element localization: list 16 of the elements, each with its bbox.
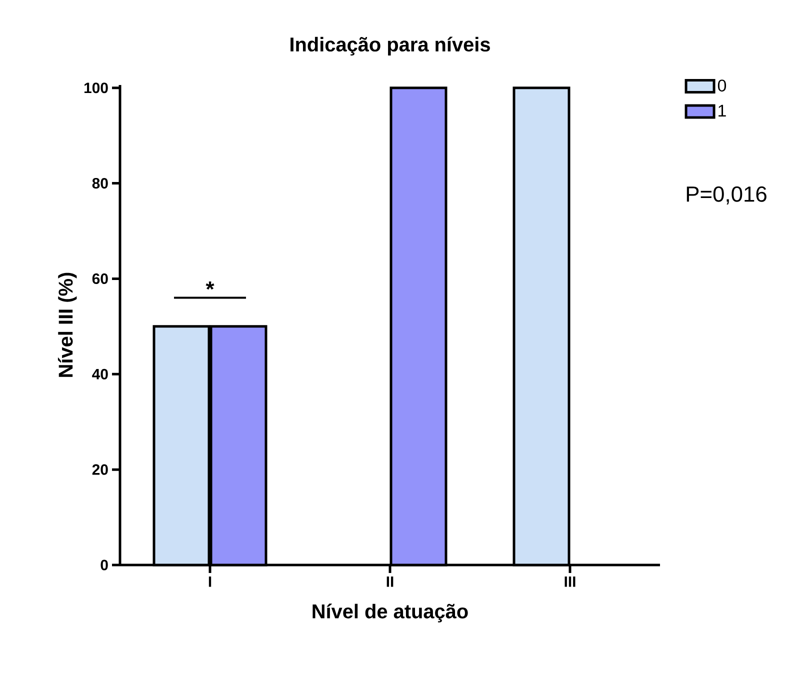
x-tick-label: I (208, 576, 212, 587)
annotation: * (206, 282, 214, 290)
y-tick-label: 60 (92, 273, 108, 284)
y-tick-label: 20 (92, 464, 108, 475)
chart-title: Indicação para níveis (290, 36, 490, 56)
y-axis-title: Nível III (%) (58, 272, 77, 377)
text: P=0,016 (686, 186, 766, 204)
y-tick-label: 100 (84, 82, 108, 94)
y-tick-label: 80 (92, 178, 108, 189)
legend-label: 0 (718, 80, 726, 92)
x-tick-label: II (386, 576, 394, 587)
x-axis-title: Nível de atuação (312, 604, 468, 622)
legend-label: 1 (718, 104, 726, 117)
y-tick-label: 0 (100, 560, 108, 570)
x-tick-label: III (564, 576, 576, 587)
y-tick-label: 40 (92, 368, 108, 380)
